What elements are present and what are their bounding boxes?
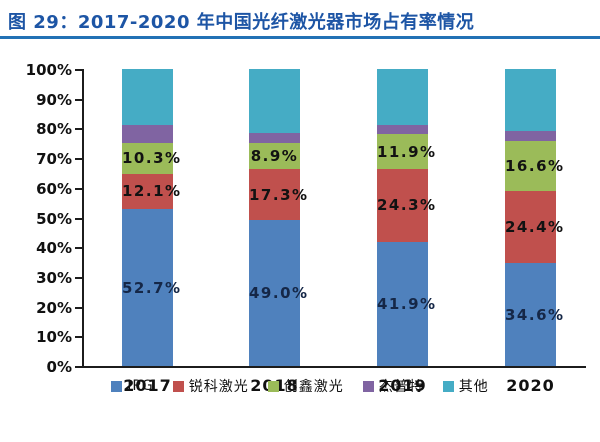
legend-swatch-icon — [442, 380, 454, 392]
bar-segment-杰普特-2019 — [377, 125, 428, 135]
figure-title: 图 29：2017-2020 年中国光纤激光器市场占有率情况 — [8, 12, 475, 33]
stacked-bar-chart: 0% 10% 20% 30% 40% 50% 60% 70% 80% 90% 100% 52.7% 12… — [0, 40, 600, 442]
bar-segment-IPG-2018: 49.0% — [249, 220, 309, 366]
legend-swatch-icon — [362, 380, 374, 392]
segment-value-label: 52.7% — [122, 278, 182, 297]
y-axis-line — [82, 69, 84, 368]
bar-segment-锐科激光-2017: 12.1% — [122, 173, 182, 210]
y-tick-mark — [75, 217, 82, 220]
legend-item-杰普特: 杰普特 — [362, 376, 424, 396]
y-tick-mark — [75, 128, 82, 131]
segment-value-label: 8.9% — [250, 146, 299, 165]
y-tick-label: 30% — [36, 268, 72, 287]
y-tick-mark — [75, 276, 82, 279]
title-underline — [0, 36, 600, 39]
segment-value-label: 11.9% — [377, 142, 437, 161]
y-tick-label: 0% — [46, 358, 72, 376]
legend-swatch-icon — [172, 380, 184, 392]
legend-item-创鑫激光: 创鑫激光 — [267, 376, 344, 396]
bar-segment-创鑫激光-2020: 16.6% — [505, 141, 565, 191]
legend-item-IPG: IPG — [111, 378, 153, 394]
bar-segment-创鑫激光-2017: 10.3% — [122, 142, 182, 174]
x-label-2019: 2019 — [378, 376, 427, 395]
bar-segment-其他-2020 — [505, 69, 556, 131]
y-tick-label: 10% — [36, 328, 72, 347]
y-tick-label: 100% — [25, 61, 72, 79]
chart-legend: IPG 锐科激光 创鑫激光 杰普特 其他 — [0, 375, 600, 397]
y-tick-mark — [75, 366, 82, 368]
y-tick-mark — [75, 158, 82, 161]
bar-segment-IPG-2020: 34.6% — [505, 263, 565, 366]
y-tick-label: 40% — [36, 239, 72, 258]
segment-value-label: 10.3% — [122, 149, 182, 168]
y-tick-label: 70% — [36, 150, 72, 169]
bar-segment-创鑫激光-2019: 11.9% — [377, 134, 437, 170]
y-tick-mark — [75, 69, 82, 71]
y-tick-label: 80% — [36, 120, 72, 139]
bar-segment-创鑫激光-2018: 8.9% — [249, 142, 300, 170]
y-tick-label: 20% — [36, 298, 72, 317]
legend-label: 创鑫激光 — [283, 379, 344, 395]
x-label-2017: 2017 — [123, 376, 172, 395]
bar-segment-锐科激光-2018: 17.3% — [249, 169, 309, 221]
segment-value-label: 12.1% — [122, 182, 182, 201]
y-tick-label: 90% — [36, 90, 72, 109]
bar-segment-锐科激光-2020: 24.4% — [505, 190, 565, 264]
y-tick-label: 50% — [36, 209, 72, 228]
y-tick-mark — [75, 247, 82, 250]
segment-value-label: 24.3% — [377, 196, 437, 215]
bar-segment-IPG-2019: 41.9% — [377, 241, 437, 366]
y-tick-label: 60% — [36, 179, 72, 198]
bar-segment-其他-2017 — [122, 69, 173, 126]
legend-swatch-icon — [267, 380, 279, 392]
x-axis-line — [82, 366, 586, 368]
segment-value-label: 24.4% — [505, 217, 565, 236]
segment-value-label: 17.3% — [249, 185, 309, 204]
y-tick-mark — [75, 187, 82, 190]
segment-value-label: 41.9% — [377, 294, 437, 313]
legend-label: 其他 — [458, 379, 489, 395]
y-tick-mark — [75, 336, 82, 339]
segment-value-label: 16.6% — [505, 157, 565, 176]
legend-item-锐科激光: 锐科激光 — [172, 376, 249, 396]
legend-item-其他: 其他 — [442, 376, 489, 396]
legend-label: IPG — [127, 378, 154, 394]
y-tick-mark — [75, 306, 82, 309]
bar-segment-杰普特-2018 — [249, 132, 300, 143]
bar-segment-锐科激光-2019: 24.3% — [377, 169, 437, 242]
legend-label: 锐科激光 — [188, 379, 249, 395]
bar-segment-其他-2019 — [377, 69, 428, 126]
segment-value-label: 34.6% — [505, 305, 565, 324]
legend-label: 杰普特 — [378, 379, 424, 395]
bar-segment-杰普特-2017 — [122, 125, 173, 143]
y-tick-mark — [75, 98, 82, 101]
legend-swatch-icon — [111, 380, 123, 392]
x-label-2020: 2020 — [506, 376, 555, 395]
bar-segment-其他-2018 — [249, 69, 300, 133]
bar-segment-IPG-2017: 52.7% — [122, 209, 182, 366]
segment-value-label: 49.0% — [249, 284, 309, 303]
bar-segment-杰普特-2020 — [505, 130, 556, 142]
